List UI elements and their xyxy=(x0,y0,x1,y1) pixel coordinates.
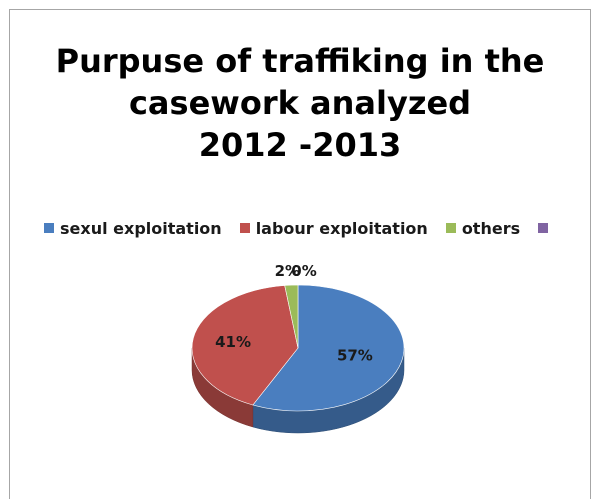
chart-legend: sexul exploitation labour exploitation o… xyxy=(44,217,572,239)
legend-label: labour exploitation xyxy=(255,218,428,238)
legend-item-labour-exploitation: labour exploitation xyxy=(239,218,428,238)
legend-label: others xyxy=(461,218,521,238)
data-label-unlabeled: 0% xyxy=(291,262,316,280)
pie-slice-others xyxy=(284,284,299,349)
data-label-labour-exploitation: 41% xyxy=(215,333,251,351)
chart-title-line-2: casework analyzed xyxy=(128,84,472,122)
legend-label: sexul exploitation xyxy=(60,218,222,238)
legend-swatch xyxy=(44,223,54,233)
chart-title: Purpuse of traffiking in the casework an… xyxy=(0,40,600,166)
legend-swatch xyxy=(239,223,250,233)
data-label-others: 2% xyxy=(275,262,300,280)
legend-swatch xyxy=(445,223,456,233)
chart-title-line-3: 2012 -2013 xyxy=(198,126,402,164)
legend-item-sexul-exploitation: sexul exploitation xyxy=(44,219,222,238)
legend-item-others: others xyxy=(445,218,521,238)
legend-swatch xyxy=(538,223,549,233)
pie-slice-sexul-exploitation xyxy=(252,284,405,412)
chart-title-line-1: Purpuse of traffiking in the xyxy=(55,42,545,80)
data-label-sexul-exploitation: 57% xyxy=(337,347,373,365)
legend-item-unlabeled xyxy=(538,223,554,233)
pie-slice-labour-exploitation xyxy=(191,285,299,406)
pie-chart: 57% 41% 2%0% xyxy=(191,262,405,434)
